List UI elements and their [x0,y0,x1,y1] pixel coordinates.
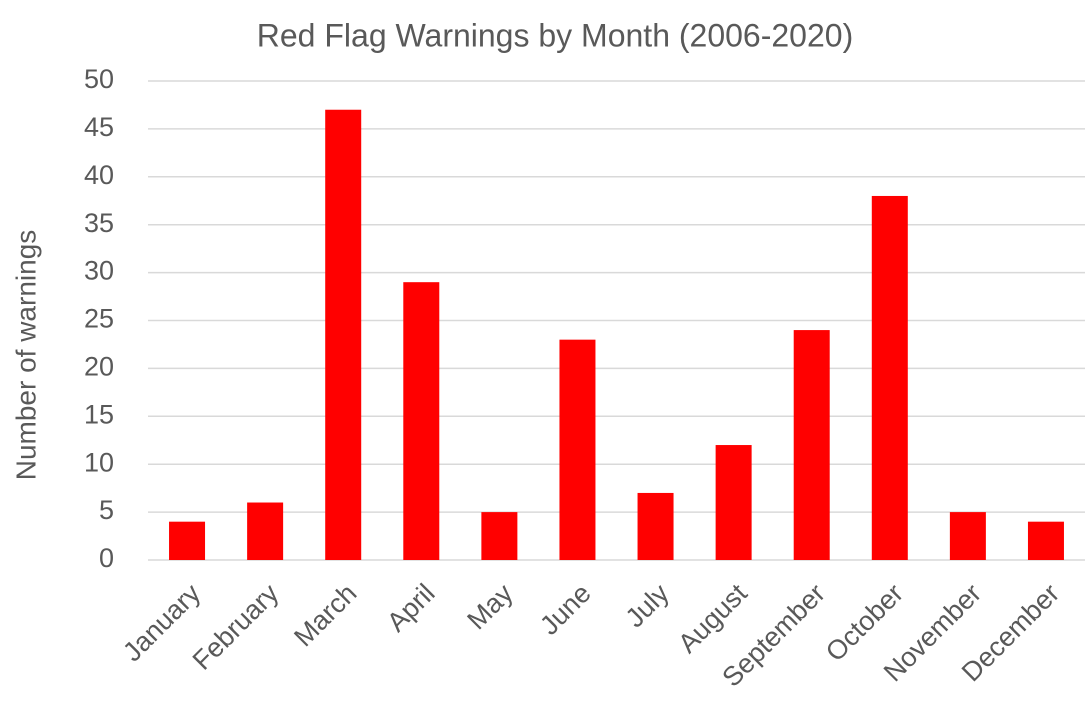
x-tick-label: June [534,578,597,641]
bar [325,109,362,561]
y-tick-label: 35 [84,208,114,238]
y-tick-label: 0 [99,543,114,573]
x-tick-label: February [187,578,285,676]
bar [247,502,284,560]
y-axis-label: Number of warnings [10,230,41,481]
x-tick-label: April [381,578,440,637]
y-tick-label: 25 [84,304,114,334]
bar [637,492,674,560]
y-tick-label: 15 [84,399,114,429]
bar [949,512,986,560]
bar [793,330,830,560]
bar [1027,521,1064,560]
y-tick-label: 45 [84,112,114,142]
bar [871,195,908,560]
bar [715,445,752,560]
x-tick-label: May [461,578,519,636]
bar [481,512,518,560]
bar [169,521,206,560]
bar [403,282,440,560]
bar [559,339,596,560]
chart-title: Red Flag Warnings by Month (2006-2020) [257,17,853,53]
y-tick-label: 5 [99,495,114,525]
y-tick-label: 40 [84,160,114,190]
x-tick-label: March [288,578,362,652]
y-tick-label: 50 [84,64,114,94]
y-tick-label: 20 [84,352,114,382]
y-tick-label: 10 [84,447,114,477]
x-tick-label: July [620,578,676,634]
y-tick-label: 30 [84,256,114,286]
